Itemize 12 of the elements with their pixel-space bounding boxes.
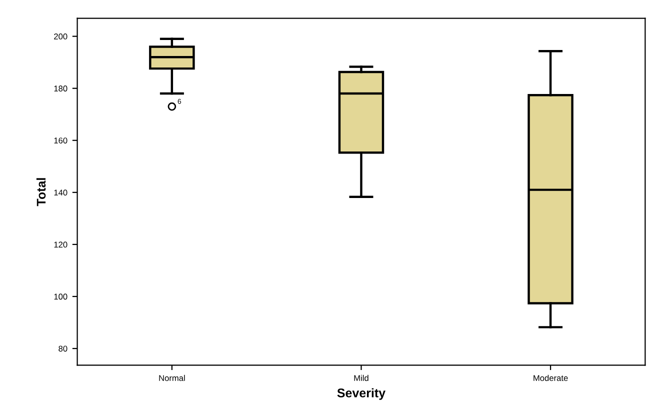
- y-tick-label: 200: [54, 34, 68, 40]
- y-tick-label: 80: [58, 346, 68, 352]
- x-tick-label: Mild: [354, 374, 368, 382]
- x-tick-label: Moderate: [534, 374, 568, 382]
- y-tick-label: 120: [54, 242, 68, 248]
- y-tick-label: 100: [54, 294, 68, 300]
- y-tick-label: 140: [54, 190, 68, 196]
- x-tick-label: Normal: [159, 374, 185, 382]
- y-tick-label: 180: [54, 86, 68, 92]
- x-axis-title: Severity: [337, 388, 386, 400]
- y-tick-label: 160: [54, 138, 68, 144]
- y-axis-title: Total: [36, 178, 46, 206]
